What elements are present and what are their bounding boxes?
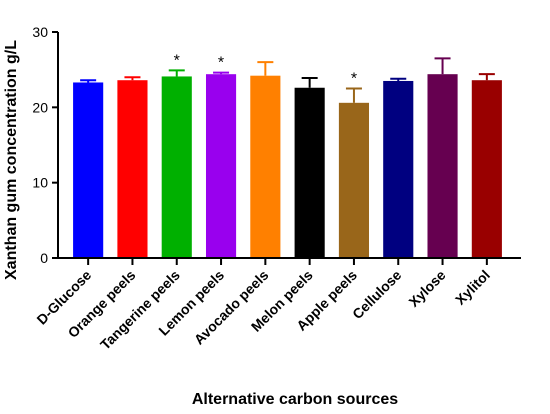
error-bars [80,57,495,103]
significance-star: * [218,55,224,72]
bars [73,74,502,259]
x-axis-title: Alternative carbon sources [192,391,398,408]
y-tick-label: 20 [32,99,48,115]
significance-star: * [174,52,180,69]
bar [205,74,237,258]
bar [427,74,458,258]
bar [471,80,502,258]
x-tick-label: Xylose [405,267,448,310]
error-bar [124,76,141,81]
x-tick-label: Cellulose [349,267,404,322]
error-bar [301,76,318,88]
y-tick-label: 10 [32,175,48,191]
error-bar [168,69,185,77]
y-axis-ticks: 0 10 20 30 [32,24,58,266]
bar [338,102,370,259]
y-axis-title: Xanthan gum concentration g/L [3,40,20,280]
bar [294,87,325,258]
error-bar [257,61,274,76]
error-bar [213,71,230,75]
x-tick-label: Xylitol [452,267,493,308]
error-bar [345,87,362,103]
bar [73,82,104,259]
error-bar [478,73,495,81]
significance-star: * [351,71,357,88]
error-bar [390,77,407,81]
bar [117,80,148,258]
bar [161,76,192,259]
bar [250,75,281,259]
error-bar [434,57,451,75]
y-tick-label: 0 [40,250,48,266]
y-tick-label: 30 [32,24,48,40]
significance-markers: * * * [174,52,357,87]
error-bar [80,79,97,83]
x-tick-label: Tangerine peels [97,267,183,353]
bar [383,80,414,258]
